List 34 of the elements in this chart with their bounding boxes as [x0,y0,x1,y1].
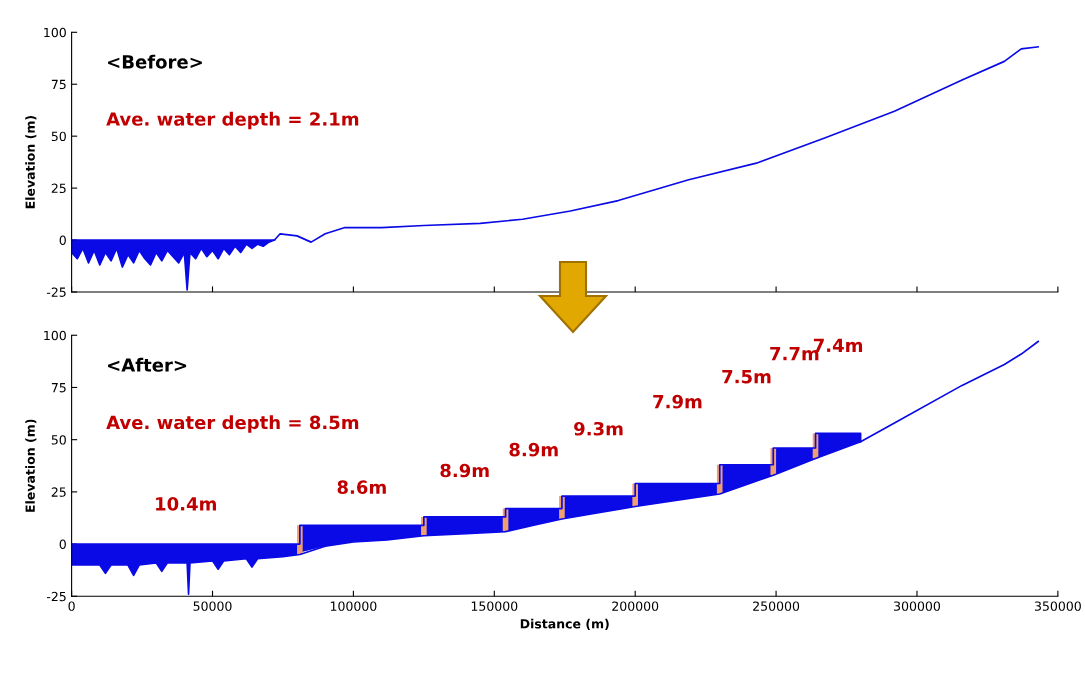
x-tick-label: 50000 [193,601,232,611]
y-tick-label: 25 [51,183,66,194]
annotation: <Before> [108,54,202,69]
annotation: 8.6m [337,480,386,495]
annotation: 9.3m [574,421,623,436]
x-tick-label: 0 [68,601,75,611]
annotation: 7.5m [722,370,771,384]
annotation: 8.9m [440,463,489,478]
annotation: Ave. water depth = 2.1m [106,111,359,130]
y-tick-label: 50 [51,435,66,445]
x-tick-label: 100000 [330,601,377,611]
x-axis-title: Distance (m) [520,618,609,630]
x-tick-label: 300000 [894,601,941,611]
y-tick-label: -25 [46,287,66,297]
x-tick-label: 350000 [1034,601,1081,611]
x-tick-label: 150000 [471,601,518,611]
y-axis-title: Elevation (m) [25,115,37,209]
x-tick-label: 200000 [612,601,659,611]
x-tick-label: 250000 [753,601,800,611]
y-tick-label: 0 [59,539,66,550]
y-tick-label: 75 [51,79,66,90]
y-tick-label: 100 [44,330,66,341]
y-tick-label: 75 [51,383,66,393]
y-axis-title: Elevation (m) [25,419,37,512]
annotation: Ave. water depth = 8.5m [106,415,359,433]
y-tick-label: 0 [59,235,66,245]
annotation: 8.9m [509,442,558,457]
annotation: 7.9m [653,394,702,409]
y-tick-label: 100 [44,27,66,38]
y-tick-label: 50 [51,131,66,142]
y-tick-label: -25 [46,591,66,602]
y-tick-label: 25 [51,487,66,497]
annotation: <After> [108,357,187,372]
annotation: 10.4m [156,497,216,511]
